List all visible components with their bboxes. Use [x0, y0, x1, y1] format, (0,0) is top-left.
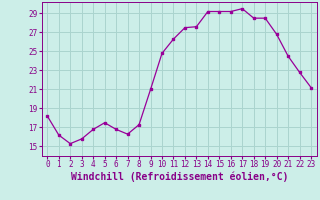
X-axis label: Windchill (Refroidissement éolien,°C): Windchill (Refroidissement éolien,°C) [70, 172, 288, 182]
